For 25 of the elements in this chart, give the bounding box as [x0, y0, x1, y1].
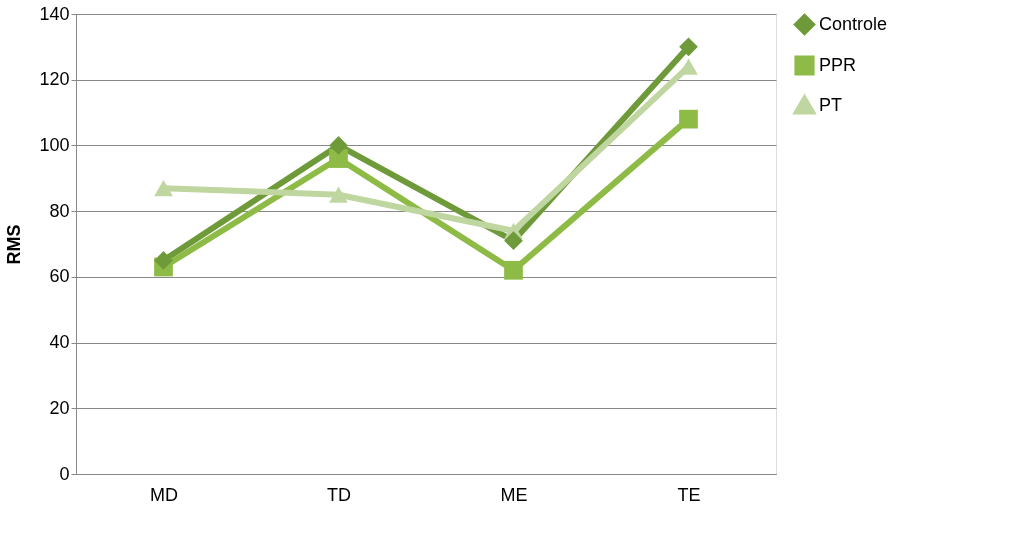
- y-tick-label: 100: [39, 134, 70, 155]
- point: [154, 180, 173, 197]
- y-tick-label: 80: [49, 200, 70, 221]
- y-tick-label: 0: [59, 463, 70, 484]
- legend-label: Controle: [819, 13, 888, 34]
- y-tick-label: 20: [49, 397, 70, 418]
- legend-label: PT: [819, 94, 843, 115]
- y-tick-label: 60: [49, 266, 70, 287]
- y-tick-label: 40: [49, 332, 70, 353]
- y-axis-title: RMS: [4, 224, 25, 265]
- y-tick-label: 120: [39, 69, 70, 90]
- legend-label: PPR: [819, 54, 857, 75]
- point: [679, 37, 698, 57]
- x-tick-label: TD: [327, 484, 351, 505]
- point: [329, 136, 348, 155]
- point: [504, 231, 523, 251]
- x-tick-label: MD: [150, 484, 178, 505]
- point: [679, 109, 698, 129]
- x-tick-label: TE: [677, 484, 701, 505]
- point: [504, 260, 523, 280]
- y-tick-label: 140: [39, 3, 70, 24]
- x-tick-label: ME: [500, 484, 528, 505]
- point: [329, 186, 348, 203]
- point: [154, 251, 173, 270]
- point: [329, 149, 348, 168]
